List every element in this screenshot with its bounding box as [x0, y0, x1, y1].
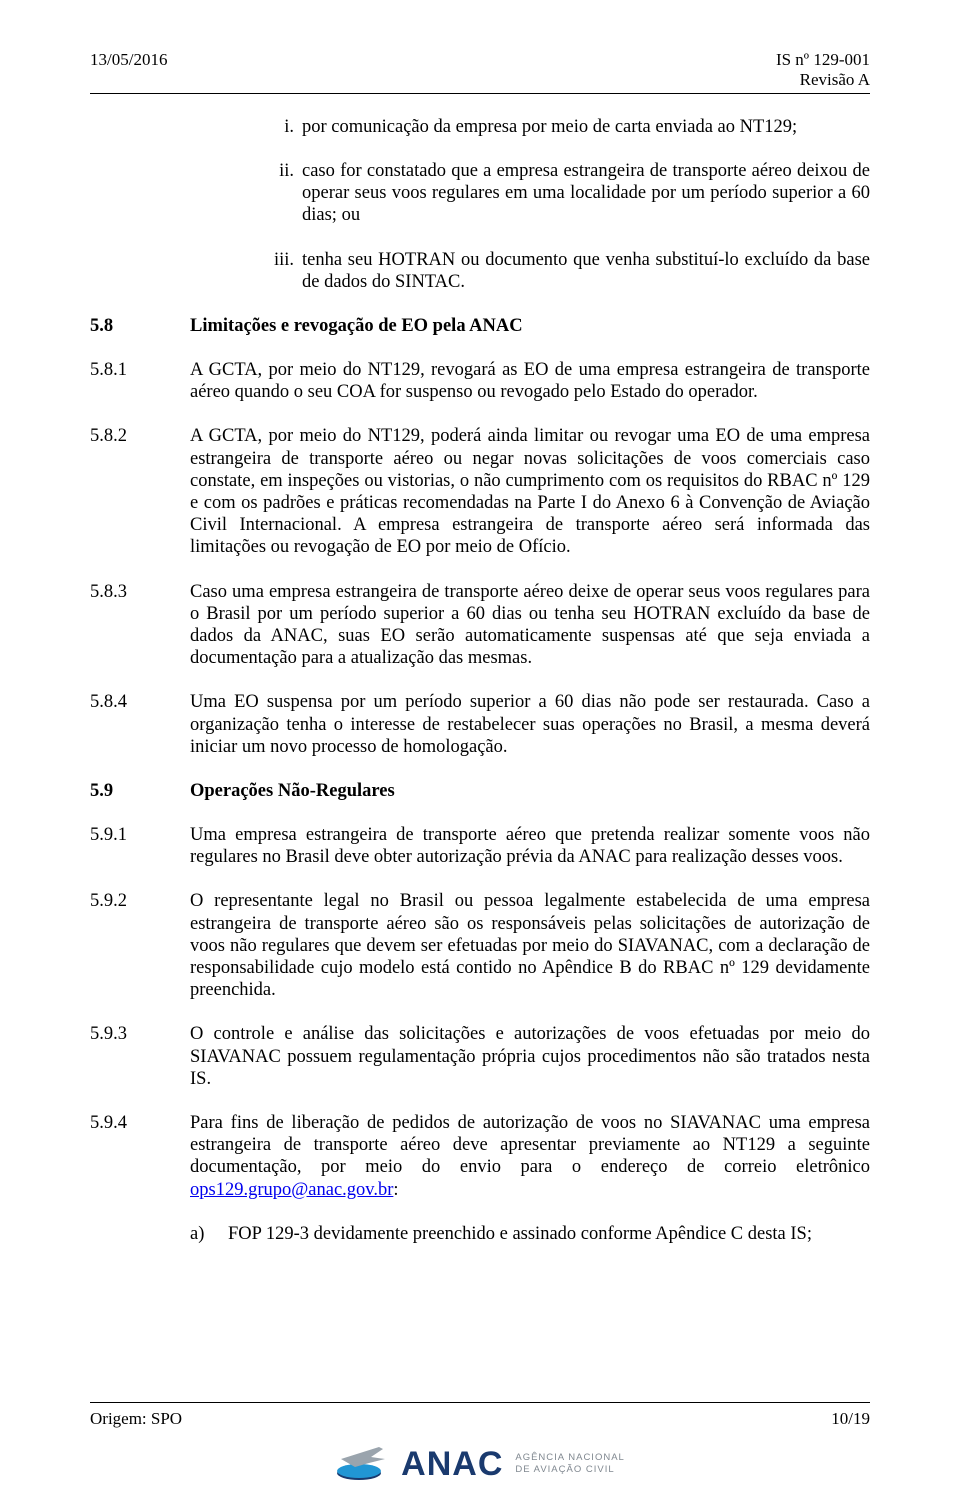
roman-text: caso for constatado que a empresa estran…	[302, 160, 870, 227]
logo-sub-line1: AGÊNCIA NACIONAL	[515, 1452, 624, 1464]
section-text-pre: Para fins de liberação de pedidos de aut…	[190, 1113, 870, 1177]
section-5-8-3: 5.8.3 Caso uma empresa estrangeira de tr…	[90, 581, 870, 670]
section-num: 5.9.3	[90, 1023, 190, 1090]
section-title: Limitações e revogação de EO pela ANAC	[190, 315, 870, 337]
roman-item-i: i. por comunicação da empresa por meio d…	[270, 116, 870, 138]
section-text: O representante legal no Brasil ou pesso…	[190, 890, 870, 1001]
section-num: 5.8.3	[90, 581, 190, 670]
sub-item-text: FOP 129-3 devidamente preenchido e assin…	[228, 1223, 870, 1245]
section-5-8: 5.8 Limitações e revogação de EO pela AN…	[90, 315, 870, 337]
roman-num: iii.	[270, 249, 302, 293]
section-5-8-1: 5.8.1 A GCTA, por meio do NT129, revogar…	[90, 359, 870, 403]
email-link[interactable]: ops129.grupo@anac.gov.br	[190, 1180, 393, 1200]
header-revision: Revisão A	[776, 70, 870, 90]
section-num: 5.9.4	[90, 1112, 190, 1201]
header-docnum: IS nº 129-001	[776, 50, 870, 70]
header-right: IS nº 129-001 Revisão A	[776, 50, 870, 91]
section-5-9-2: 5.9.2 O representante legal no Brasil ou…	[90, 890, 870, 1001]
section-text: O controle e análise das solicitações e …	[190, 1023, 870, 1090]
section-num: 5.9.2	[90, 890, 190, 1001]
logo-sub-line2: DE AVIAÇÃO CIVIL	[515, 1464, 624, 1476]
footer: Origem: SPO 10/19	[90, 1409, 870, 1429]
roman-item-ii: ii. caso for constatado que a empresa es…	[270, 160, 870, 227]
roman-list: i. por comunicação da empresa por meio d…	[270, 116, 870, 293]
logo-text-main: ANAC	[401, 1444, 503, 1485]
section-num: 5.9.1	[90, 824, 190, 868]
section-num: 5.8.2	[90, 425, 190, 558]
sub-item-a: a) FOP 129-3 devidamente preenchido e as…	[190, 1223, 870, 1245]
roman-text: tenha seu HOTRAN ou documento que venha …	[302, 249, 870, 293]
section-text: Caso uma empresa estrangeira de transpor…	[190, 581, 870, 670]
section-5-8-4: 5.8.4 Uma EO suspensa por um período sup…	[90, 691, 870, 758]
section-title: Operações Não-Regulares	[190, 780, 870, 802]
section-5-9-1: 5.9.1 Uma empresa estrangeira de transpo…	[90, 824, 870, 868]
header-rule	[90, 93, 870, 94]
roman-num: i.	[270, 116, 302, 138]
roman-text: por comunicação da empresa por meio de c…	[302, 116, 870, 138]
footer-page: 10/19	[831, 1409, 870, 1429]
section-num: 5.8.1	[90, 359, 190, 403]
footer-origin: Origem: SPO	[90, 1409, 182, 1429]
section-5-9-3: 5.9.3 O controle e análise das solicitaç…	[90, 1023, 870, 1090]
doc-header: 13/05/2016 IS nº 129-001 Revisão A	[90, 50, 870, 91]
section-num: 5.9	[90, 780, 190, 802]
section-text: Uma EO suspensa por um período superior …	[190, 691, 870, 758]
section-text: Para fins de liberação de pedidos de aut…	[190, 1112, 870, 1201]
section-num: 5.8	[90, 315, 190, 337]
section-num: 5.8.4	[90, 691, 190, 758]
sub-item-label: a)	[190, 1223, 228, 1245]
anac-logo: ANAC AGÊNCIA NACIONAL DE AVIAÇÃO CIVIL	[335, 1437, 625, 1491]
footer-rule	[90, 1402, 870, 1403]
section-text: A GCTA, por meio do NT129, revogará as E…	[190, 359, 870, 403]
header-date: 13/05/2016	[90, 50, 167, 91]
section-text: A GCTA, por meio do NT129, poderá ainda …	[190, 425, 870, 558]
page: 13/05/2016 IS nº 129-001 Revisão A i. po…	[0, 0, 960, 1307]
footer-logo: ANAC AGÊNCIA NACIONAL DE AVIAÇÃO CIVIL	[0, 1437, 960, 1491]
section-text-post: :	[393, 1180, 398, 1200]
roman-item-iii: iii. tenha seu HOTRAN ou documento que v…	[270, 249, 870, 293]
roman-num: ii.	[270, 160, 302, 227]
section-text: Uma empresa estrangeira de transporte aé…	[190, 824, 870, 868]
plane-icon	[335, 1437, 389, 1491]
logo-text-sub: AGÊNCIA NACIONAL DE AVIAÇÃO CIVIL	[515, 1452, 624, 1476]
section-5-8-2: 5.8.2 A GCTA, por meio do NT129, poderá …	[90, 425, 870, 558]
section-5-9: 5.9 Operações Não-Regulares	[90, 780, 870, 802]
section-5-9-4: 5.9.4 Para fins de liberação de pedidos …	[90, 1112, 870, 1201]
